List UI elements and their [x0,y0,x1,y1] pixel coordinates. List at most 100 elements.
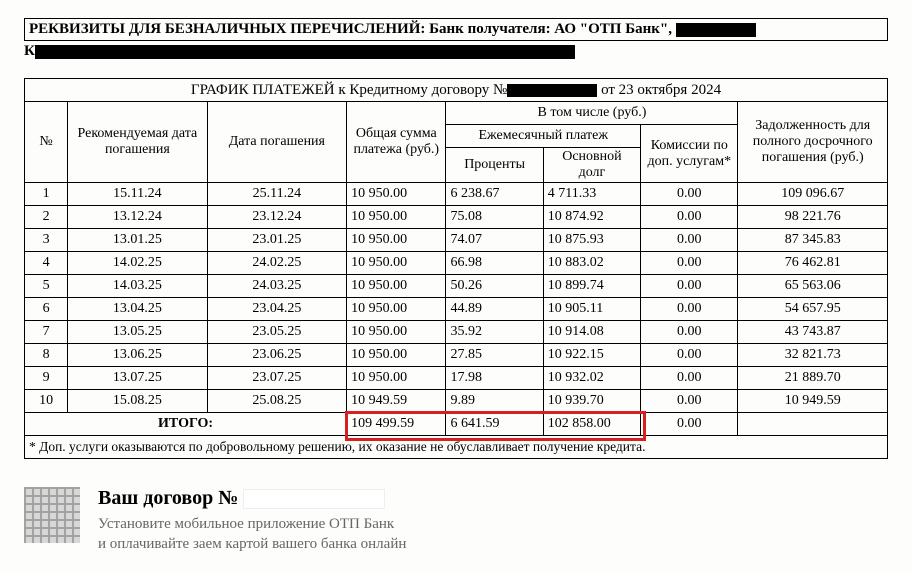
cell-principal: 10 874.92 [543,206,640,229]
totals-commission: 0.00 [641,413,738,436]
cell-debt: 98 221.76 [738,206,888,229]
cell-rec-date: 13.05.25 [68,321,207,344]
cell-commission: 0.00 [641,344,738,367]
schedule-title: ГРАФИК ПЛАТЕЖЕЙ к Кредитному договору № … [25,79,888,102]
th-monthly: Ежемесячный платеж [446,125,641,148]
redacted-block [507,84,597,97]
cell-commission: 0.00 [641,298,738,321]
cell-rec-date: 15.08.25 [68,390,207,413]
table-row: 913.07.2523.07.2510 950.0017.9810 932.02… [25,367,888,390]
payment-schedule-table: ГРАФИК ПЛАТЕЖЕЙ к Кредитному договору № … [24,78,888,459]
cell-sum: 10 950.00 [347,344,446,367]
redacted-block [35,45,575,59]
cell-interest: 50.26 [446,275,543,298]
cell-interest: 74.07 [446,229,543,252]
cell-rec-date: 13.06.25 [68,344,207,367]
cell-interest: 27.85 [446,344,543,367]
cell-due-date: 25.08.25 [207,390,346,413]
th-interest: Проценты [446,148,543,183]
cell-due-date: 24.03.25 [207,275,346,298]
qr-code-icon [24,487,80,543]
requisites-box: РЕКВИЗИТЫ ДЛЯ БЕЗНАЛИЧНЫХ ПЕРЕЧИСЛЕНИЙ: … [24,18,888,41]
footnote: * Доп. услуги оказываются по добровольно… [25,436,888,459]
cell-interest: 9.89 [446,390,543,413]
promo-text-2: и оплачивайте заем картой вашего банка о… [98,534,406,554]
cell-num: 3 [25,229,68,252]
cell-sum: 10 950.00 [347,252,446,275]
cell-num: 4 [25,252,68,275]
cell-rec-date: 15.11.24 [68,183,207,206]
cell-interest: 75.08 [446,206,543,229]
cell-interest: 35.92 [446,321,543,344]
cell-commission: 0.00 [641,390,738,413]
cell-principal: 4 711.33 [543,183,640,206]
cell-commission: 0.00 [641,321,738,344]
cell-due-date: 24.02.25 [207,252,346,275]
cell-due-date: 23.07.25 [207,367,346,390]
cell-commission: 0.00 [641,252,738,275]
cell-num: 5 [25,275,68,298]
th-commission: Комиссии по доп. услугам* [641,125,738,183]
cell-sum: 10 950.00 [347,206,446,229]
cell-interest: 44.89 [446,298,543,321]
table-row: 1015.08.2525.08.2510 949.599.8910 939.70… [25,390,888,413]
table-row: 414.02.2524.02.2510 950.0066.9810 883.02… [25,252,888,275]
cell-principal: 10 883.02 [543,252,640,275]
table-row: 313.01.2523.01.2510 950.0074.0710 875.93… [25,229,888,252]
requisites-line2: К [24,43,888,60]
th-num: № [25,102,68,183]
requisites-text: РЕКВИЗИТЫ ДЛЯ БЕЗНАЛИЧНЫХ ПЕРЕЧИСЛЕНИЙ: … [29,21,676,37]
cell-sum: 10 949.59 [347,390,446,413]
cell-due-date: 23.06.25 [207,344,346,367]
promo-block: Ваш договор № Установите мобильное прило… [24,487,888,555]
cell-num: 6 [25,298,68,321]
cell-rec-date: 14.02.25 [68,252,207,275]
totals-interest: 6 641.59 [446,413,543,436]
cell-num: 8 [25,344,68,367]
cell-debt: 109 096.67 [738,183,888,206]
table-row: 713.05.2523.05.2510 950.0035.9210 914.08… [25,321,888,344]
cell-due-date: 23.01.25 [207,229,346,252]
cell-commission: 0.00 [641,206,738,229]
cell-sum: 10 950.00 [347,229,446,252]
cell-principal: 10 914.08 [543,321,640,344]
cell-commission: 0.00 [641,275,738,298]
cell-due-date: 23.05.25 [207,321,346,344]
totals-sum: 109 499.59 [347,413,446,436]
redacted-block [676,23,756,37]
cell-rec-date: 13.04.25 [68,298,207,321]
cell-debt: 87 345.83 [738,229,888,252]
cell-sum: 10 950.00 [347,298,446,321]
totals-row: ИТОГО: 109 499.59 6 641.59 102 858.00 0.… [25,413,888,436]
table-row: 514.03.2524.03.2510 950.0050.2610 899.74… [25,275,888,298]
cell-num: 10 [25,390,68,413]
cell-commission: 0.00 [641,229,738,252]
table-row: 813.06.2523.06.2510 950.0027.8510 922.15… [25,344,888,367]
cell-interest: 6 238.67 [446,183,543,206]
cell-num: 1 [25,183,68,206]
cell-num: 7 [25,321,68,344]
cell-rec-date: 13.01.25 [68,229,207,252]
th-principal: Основной долг [543,148,640,183]
cell-principal: 10 939.70 [543,390,640,413]
totals-principal: 102 858.00 [543,413,640,436]
cell-principal: 10 922.15 [543,344,640,367]
th-incl: В том числе (руб.) [446,102,738,125]
cell-num: 2 [25,206,68,229]
redacted-block [243,489,385,509]
th-rec-date: Рекомендуемая дата погашения [68,102,207,183]
cell-due-date: 25.11.24 [207,183,346,206]
cell-principal: 10 932.02 [543,367,640,390]
cell-interest: 17.98 [446,367,543,390]
cell-num: 9 [25,367,68,390]
cell-interest: 66.98 [446,252,543,275]
cell-sum: 10 950.00 [347,275,446,298]
cell-debt: 54 657.95 [738,298,888,321]
cell-debt: 10 949.59 [738,390,888,413]
cell-debt: 65 563.06 [738,275,888,298]
totals-label: ИТОГО: [25,413,347,436]
cell-rec-date: 13.07.25 [68,367,207,390]
totals-debt [738,413,888,436]
table-row: 213.12.2423.12.2410 950.0075.0810 874.92… [25,206,888,229]
cell-rec-date: 13.12.24 [68,206,207,229]
